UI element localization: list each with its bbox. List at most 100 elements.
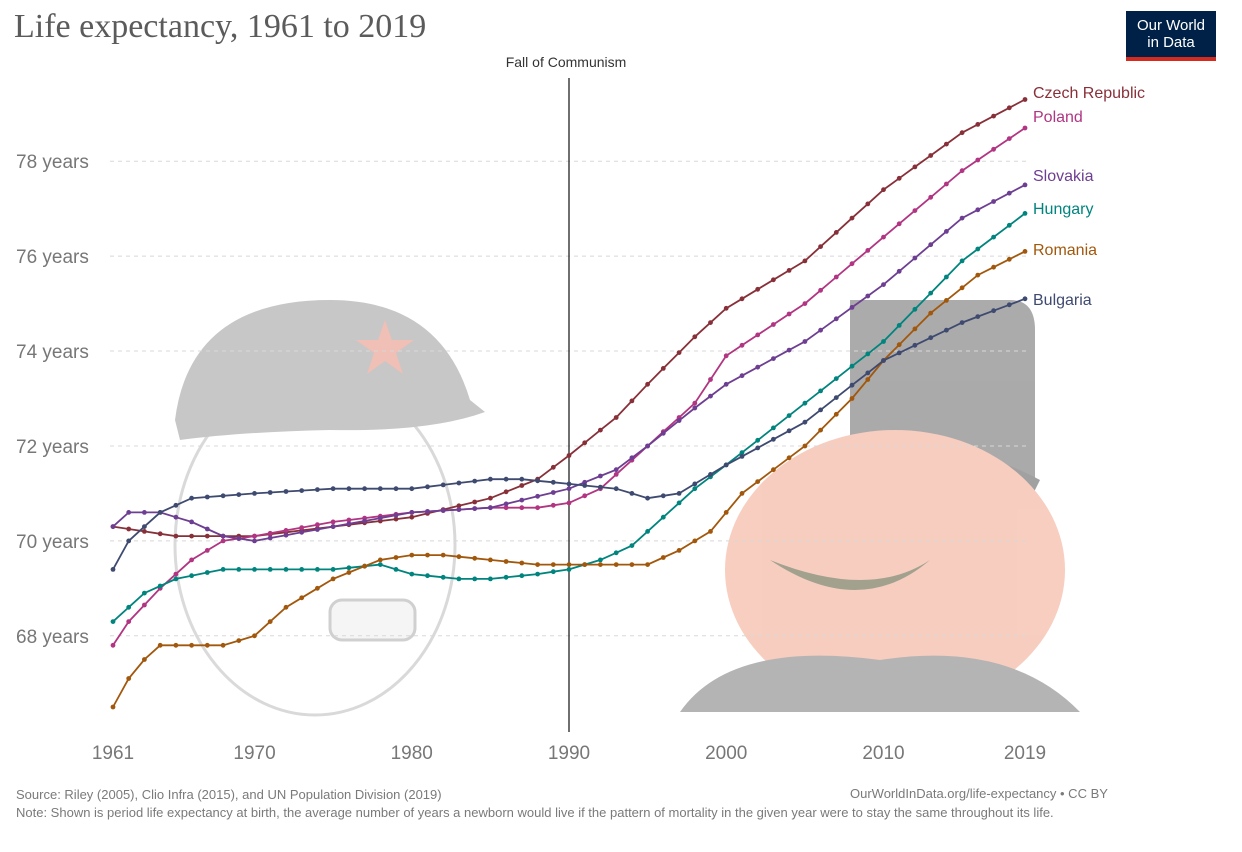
series-romania[interactable] [110, 249, 1028, 710]
data-point [220, 533, 226, 539]
line-chart: 68 years 70 years 72 years 74 years 76 years… [16, 54, 1145, 764]
data-point [629, 543, 635, 548]
data-point [959, 168, 965, 174]
data-point [1022, 296, 1028, 302]
data-point [236, 492, 242, 497]
data-point [629, 562, 635, 567]
y-tick-label: 74 years [16, 342, 89, 363]
footer: Source: Riley (2005), Clio Infra (2015),… [16, 786, 1166, 822]
data-point [157, 642, 163, 648]
data-point [739, 454, 745, 459]
data-point [519, 497, 525, 503]
data-point [865, 293, 871, 299]
data-point [1022, 125, 1028, 131]
series-label: Czech Republic [1033, 85, 1145, 102]
data-point [409, 510, 415, 515]
data-point [582, 483, 588, 488]
meme-illustration [173, 300, 1080, 717]
data-point [472, 478, 478, 484]
data-point [566, 562, 572, 567]
data-point [739, 450, 745, 455]
data-point [204, 533, 210, 539]
x-tick-label: 2000 [705, 743, 747, 764]
data-point [723, 462, 729, 468]
data-point [660, 514, 666, 520]
data-point [818, 407, 823, 413]
data-point [771, 467, 776, 473]
data-point [1006, 190, 1012, 196]
data-point [928, 335, 934, 341]
data-point [126, 510, 132, 515]
data-point [409, 571, 415, 577]
data-point [425, 509, 430, 514]
data-point [676, 548, 682, 553]
data-point [440, 508, 446, 513]
source-text: Source: Riley (2005), Clio Infra (2015),… [16, 787, 442, 802]
data-point [771, 425, 776, 431]
data-point [362, 486, 367, 492]
data-point [110, 619, 116, 624]
data-point [881, 358, 886, 363]
data-point [755, 437, 761, 443]
data-point [739, 373, 745, 379]
series-hungary[interactable] [110, 211, 1028, 624]
x-tick-label: 1970 [233, 743, 275, 764]
data-point [550, 490, 556, 495]
data-point [519, 573, 525, 579]
data-point [975, 246, 981, 252]
data-point [315, 585, 320, 591]
data-point [975, 314, 981, 319]
data-point [142, 590, 147, 596]
data-point [786, 455, 792, 461]
data-point [944, 274, 949, 280]
data-point [362, 563, 367, 569]
source-url-link[interactable]: OurWorldInData.org/life-expectancy • CC … [850, 786, 1108, 801]
data-point [818, 388, 823, 394]
series-bulgaria[interactable] [110, 296, 1028, 572]
data-point [991, 199, 996, 204]
data-point [613, 550, 619, 556]
series-slovakia[interactable] [110, 182, 1028, 544]
x-tick-label: 1980 [391, 743, 433, 764]
data-point [692, 538, 698, 544]
data-point [173, 502, 179, 508]
data-point [959, 320, 965, 325]
data-point [818, 244, 823, 250]
data-point [189, 495, 195, 501]
data-point [613, 467, 619, 473]
data-point [802, 258, 808, 264]
data-point [126, 676, 132, 681]
data-point [613, 562, 619, 567]
data-point [739, 342, 745, 348]
data-point [503, 559, 509, 564]
data-point [739, 491, 745, 496]
data-point [456, 576, 462, 582]
data-point [550, 569, 556, 575]
data-point [959, 258, 965, 264]
data-point [912, 326, 918, 332]
data-point [786, 268, 792, 273]
data-point [440, 574, 446, 580]
data-point [598, 484, 603, 490]
data-point [802, 400, 808, 406]
data-point [409, 514, 415, 520]
data-point [991, 146, 996, 152]
data-point [393, 486, 399, 492]
data-point [896, 268, 902, 274]
data-point [613, 415, 619, 420]
owid-logo[interactable]: Our World in Data [1126, 11, 1216, 61]
data-point [771, 356, 776, 361]
series-label: Hungary [1033, 201, 1093, 218]
data-point [959, 215, 965, 221]
data-point [315, 527, 320, 532]
data-point [692, 334, 698, 340]
data-point [881, 187, 886, 193]
data-point [629, 455, 635, 461]
data-point [928, 290, 934, 296]
logo-line-2: in Data [1147, 34, 1195, 51]
data-point [755, 364, 761, 370]
y-axis: 68 years 70 years 72 years 74 years 76 years… [16, 152, 89, 648]
data-point [503, 574, 509, 580]
data-point [110, 704, 116, 710]
y-tick-label: 78 years [16, 152, 89, 173]
